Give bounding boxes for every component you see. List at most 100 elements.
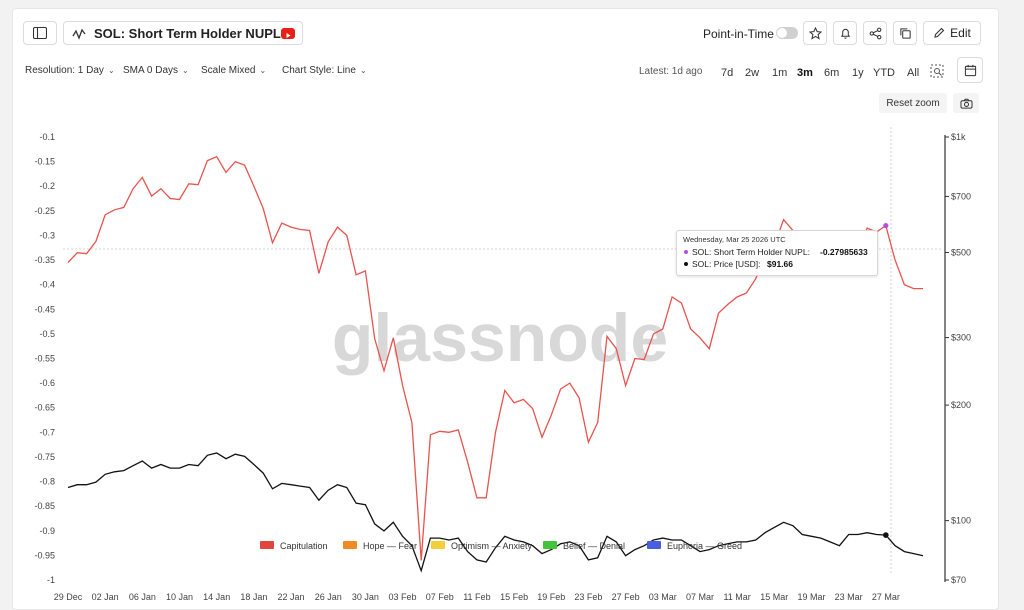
tooltip-date: Wednesday, Mar 25 2026 UTC	[683, 235, 786, 244]
range-1m[interactable]: 1m	[772, 67, 788, 79]
x-tick-label: 03 Feb	[389, 592, 417, 602]
x-tick-label: 15 Mar	[760, 592, 788, 602]
legend-swatch	[260, 541, 274, 549]
tooltip: Wednesday, Mar 25 2026 UTC SOL: Short Te…	[676, 230, 878, 276]
pencil-icon	[934, 27, 945, 38]
y-left-tick-label: -0.8	[39, 477, 55, 487]
chevron-down-icon: ⌄	[359, 66, 367, 75]
y-right-tick-label: $1k	[951, 132, 966, 142]
left-axis: -0.1 -0.15 -0.2 -0.25 -0.3 -0.35 -0.4 -0.45 -0.5…	[34, 132, 55, 585]
bell-icon	[840, 28, 850, 39]
sma-dropdown[interactable]: SMA 0 Days ⌄	[123, 65, 189, 76]
y-left-tick-label: -0.3	[39, 230, 55, 240]
duplicate-button[interactable]	[893, 21, 917, 45]
alert-button[interactable]	[833, 21, 857, 45]
y-right-tick-label: $100	[951, 516, 971, 526]
chart-style-dropdown[interactable]: Chart Style: Line ⌄	[282, 65, 367, 76]
chevron-down-icon: ⌄	[182, 66, 189, 75]
x-tick-label: 18 Jan	[240, 592, 267, 602]
legend-label: Euphoria — Greed	[667, 541, 742, 551]
range-3m[interactable]: 3m	[797, 67, 813, 79]
copy-icon	[899, 27, 911, 39]
tooltip-price-value: $91.66	[767, 259, 793, 269]
point-in-time-toggle[interactable]	[776, 27, 798, 39]
y-left-tick-label: -0.65	[34, 403, 55, 413]
sidebar-icon	[33, 27, 47, 39]
x-tick-label: 30 Jan	[352, 592, 379, 602]
y-left-tick-label: -0.2	[39, 181, 55, 191]
page-title: SOL: Short Term Holder NUPL	[94, 26, 281, 41]
tooltip-nupl-value: -0.27985633	[820, 247, 868, 257]
x-tick-label: 19 Mar	[797, 592, 825, 602]
range-1y[interactable]: 1y	[852, 67, 864, 79]
resolution-label: Resolution: 1 Day	[25, 65, 104, 76]
calendar-button[interactable]	[957, 57, 983, 83]
calendar-icon	[964, 64, 976, 76]
line-chart-icon	[72, 28, 86, 40]
share-button[interactable]	[863, 21, 887, 45]
legend-swatch	[543, 541, 557, 549]
y-left-tick-label: -0.25	[34, 206, 55, 216]
reset-zoom-label: Reset zoom	[886, 97, 940, 109]
y-right-tick-label: $700	[951, 191, 971, 201]
nupl-chart[interactable]: glassnode -0.1-0.15-0.2-0.25-0.3-0.35-0.…	[13, 119, 998, 609]
range-all[interactable]: All	[907, 67, 920, 79]
x-tick-label: 26 Jan	[315, 592, 342, 602]
y-left-tick-label: -0.15	[34, 157, 55, 167]
price-hover-point	[883, 532, 889, 538]
camera-icon	[959, 98, 973, 109]
y-left-tick-label: -0.1	[39, 132, 55, 142]
legend-label: Belief — Denial	[563, 541, 625, 551]
legend-swatch	[647, 541, 661, 549]
x-tick-label: 11 Mar	[723, 592, 750, 602]
nupl-hover-point	[883, 223, 889, 229]
range-2w[interactable]: 2w	[745, 67, 760, 79]
edit-button[interactable]: Edit	[923, 21, 981, 45]
range-6m[interactable]: 6m	[824, 67, 840, 79]
x-tick-label: 19 Feb	[537, 592, 565, 602]
legend-label: Hope — Fear	[363, 541, 417, 551]
zoom-icon	[930, 64, 944, 78]
price-series-line	[67, 452, 924, 573]
favorite-button[interactable]	[803, 21, 827, 45]
range-7d[interactable]: 7d	[721, 67, 734, 79]
y-right-tick-label: $200	[951, 400, 971, 410]
x-tick-label: 27 Feb	[612, 592, 640, 602]
reset-zoom-button[interactable]: Reset zoom	[879, 93, 947, 113]
y-left-tick-label: -0.95	[34, 550, 55, 560]
sidebar-toggle-button[interactable]	[23, 21, 57, 45]
zoom-select-button[interactable]	[930, 64, 946, 80]
x-tick-label: 11 Feb	[463, 592, 490, 602]
x-tick-label: 14 Jan	[203, 592, 230, 602]
range-ytd[interactable]: YTD	[873, 67, 895, 79]
series-group	[67, 155, 924, 573]
x-tick-label: 10 Jan	[166, 592, 193, 602]
tooltip-price-label: SOL: Price [USD]:	[692, 259, 761, 269]
scale-dropdown[interactable]: Scale Mixed ⌄	[201, 65, 266, 76]
screenshot-button[interactable]	[953, 93, 979, 113]
legend-swatch	[343, 541, 357, 549]
y-left-tick-label: -0.6	[39, 378, 55, 388]
legend-label: Capitulation	[280, 541, 328, 551]
y-right-tick-label: $70	[951, 575, 966, 585]
tooltip-nupl-label: SOL: Short Term Holder NUPL:	[692, 247, 810, 257]
x-tick-label: 15 Feb	[500, 592, 528, 602]
resolution-dropdown[interactable]: Resolution: 1 Day ⌄	[25, 65, 115, 76]
title-bar: SOL: Short Term Holder NUPL	[63, 21, 303, 45]
x-tick-label: 27 Mar	[872, 592, 900, 602]
tooltip-nupl-dot	[684, 250, 688, 254]
chart-style-label: Chart Style: Line	[282, 65, 356, 76]
latest-update-text: Latest: 1d ago	[639, 66, 703, 77]
youtube-icon[interactable]	[281, 28, 295, 39]
y-left-tick-label: -1	[47, 575, 55, 585]
legend: Capitulation Hope — Fear Optimism — Anxiet…	[260, 541, 742, 551]
y-left-tick-label: -0.4	[39, 280, 55, 290]
y-left-tick-label: -0.75	[34, 452, 55, 462]
right-axis: $1k $700 $500 $300 $200 $100 $70	[944, 132, 971, 585]
chevron-down-icon: ⌄	[259, 66, 267, 75]
legend-swatch	[431, 541, 445, 549]
x-tick-label: 29 Dec	[54, 592, 83, 602]
y-left-tick-label: -0.35	[34, 255, 55, 265]
x-axis: 29 Dec 02 Jan 06 Jan 10 Jan 14 Jan 18 Jan 22 J…	[54, 592, 900, 602]
toggle-knob	[777, 28, 787, 38]
